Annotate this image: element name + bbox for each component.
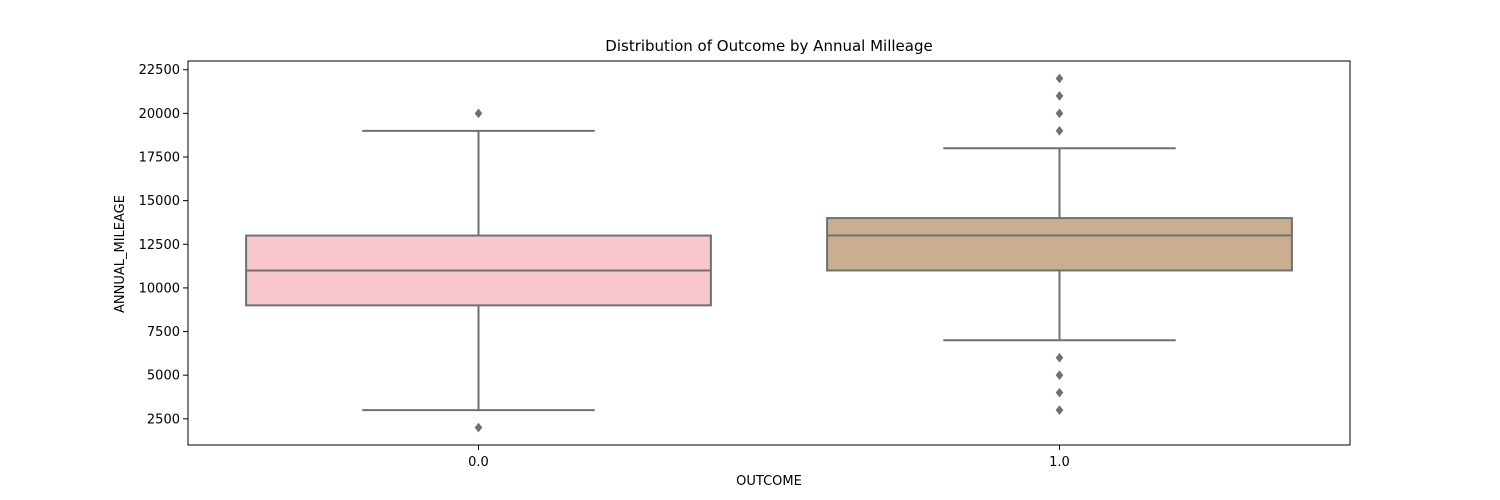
x-axis: 0.0 1.0 bbox=[468, 445, 1070, 470]
y-tick-label: 7500 bbox=[147, 325, 180, 340]
x-axis-title: OUTCOME bbox=[736, 474, 802, 489]
outlier-point bbox=[474, 108, 483, 119]
y-tick-label: 2500 bbox=[147, 412, 180, 427]
y-tick-label: 22500 bbox=[139, 63, 180, 78]
y-tick-label: 17500 bbox=[139, 151, 180, 166]
y-axis-title: ANNUAL_MILEAGE bbox=[113, 195, 128, 313]
outlier-point bbox=[474, 422, 483, 433]
outlier-point bbox=[1055, 108, 1064, 119]
box-0-0 bbox=[245, 108, 712, 433]
outlier-point bbox=[1055, 91, 1064, 101]
chart-title: Distribution of Outcome by Annual Millea… bbox=[605, 37, 932, 55]
outlier-point bbox=[1055, 73, 1064, 84]
y-tick-label: 5000 bbox=[147, 369, 180, 384]
outlier-point bbox=[1055, 405, 1064, 415]
y-axis: 2500 5000 7500 10000 12500 15000 17500 20000 225… bbox=[139, 63, 188, 427]
outlier-point bbox=[1055, 352, 1064, 363]
y-tick-label: 12500 bbox=[139, 238, 180, 253]
iqr-box bbox=[826, 217, 1293, 272]
outlier-point bbox=[1055, 370, 1064, 380]
y-tick-label: 15000 bbox=[139, 194, 180, 209]
x-tick-label: 0.0 bbox=[468, 455, 489, 470]
box-1-0 bbox=[826, 73, 1293, 415]
y-tick-label: 20000 bbox=[139, 107, 180, 122]
outlier-point bbox=[1055, 387, 1064, 398]
outlier-point bbox=[1055, 126, 1064, 136]
x-tick-label: 1.0 bbox=[1049, 455, 1070, 470]
boxes-group bbox=[245, 73, 1293, 433]
y-tick-label: 10000 bbox=[139, 281, 180, 296]
plot-area bbox=[187, 60, 1351, 446]
